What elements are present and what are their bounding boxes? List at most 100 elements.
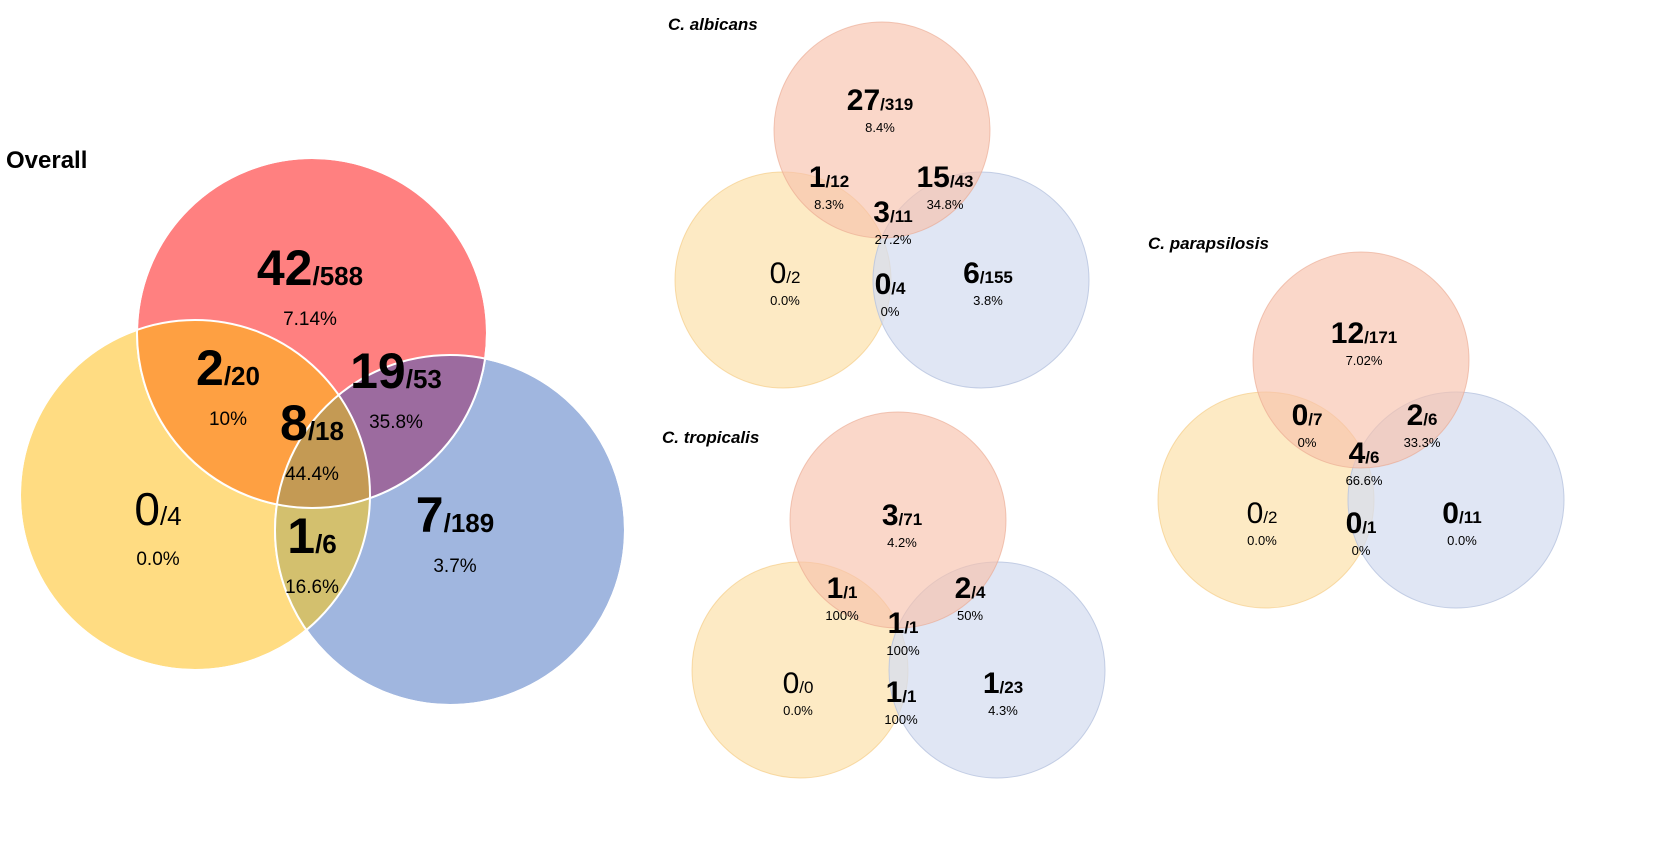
- venn-circles-parapsilosis: [1157, 251, 1565, 609]
- count-label-parapsilosis-ab: 0/7: [1292, 399, 1323, 432]
- count-numerator: 15: [916, 161, 949, 194]
- count-label-overall-bc: 1/6: [287, 508, 337, 564]
- count-denominator: /588: [313, 261, 364, 291]
- count-label-tropicalis-ac: 2/4: [955, 572, 986, 605]
- count-denominator: /4: [891, 279, 906, 298]
- percent-label-parapsilosis-bc: 0%: [1352, 543, 1371, 558]
- count-label-parapsilosis-b: 0/2: [1247, 497, 1278, 530]
- count-label-parapsilosis-abc: 4/6: [1349, 437, 1380, 470]
- diagram-title-overall: Overall: [6, 147, 87, 174]
- count-denominator: /6: [315, 529, 337, 559]
- count-label-albicans-b: 0/2: [770, 257, 801, 290]
- venn-circles-overall: [19, 157, 626, 706]
- percent-label-overall-b: 0.0%: [136, 549, 179, 570]
- count-label-overall-a: 42/588: [257, 240, 363, 296]
- count-numerator: 27: [847, 84, 880, 117]
- percent-label-tropicalis-ab: 100%: [825, 608, 859, 623]
- count-numerator: 1: [809, 161, 826, 194]
- venn-circles-albicans: [674, 21, 1090, 389]
- count-numerator: 7: [416, 487, 444, 543]
- count-label-overall-ab: 2/20: [196, 340, 260, 396]
- count-label-tropicalis-c: 1/23: [983, 667, 1023, 700]
- percent-label-albicans-a: 8.4%: [865, 120, 895, 135]
- count-denominator: /7: [1308, 410, 1322, 429]
- percent-label-tropicalis-bc: 100%: [884, 712, 918, 727]
- count-denominator: /18: [308, 416, 344, 446]
- count-denominator: /0: [799, 678, 813, 697]
- percent-label-overall-c: 3.7%: [433, 556, 476, 577]
- venn-labels-parapsilosis: 12/171 7.02% 0/2 0.0% 0/11 0.0% 0/7 0% 2/6 33.3% 0…: [1247, 317, 1482, 558]
- count-numerator: 0: [875, 268, 892, 301]
- percent-label-tropicalis-abc: 100%: [886, 643, 920, 658]
- count-label-parapsilosis-ac: 2/6: [1407, 399, 1438, 432]
- percent-label-parapsilosis-b: 0.0%: [1247, 533, 1277, 548]
- count-numerator: 0: [1346, 507, 1363, 540]
- count-label-albicans-abc: 3/11: [873, 196, 912, 229]
- percent-label-overall-ab: 10%: [209, 409, 247, 430]
- count-denominator: /319: [880, 95, 913, 114]
- percent-label-parapsilosis-a: 7.02%: [1346, 353, 1383, 368]
- percent-label-tropicalis-c: 4.3%: [988, 703, 1018, 718]
- count-denominator: /1: [843, 583, 857, 602]
- count-label-parapsilosis-c: 0/11: [1442, 497, 1481, 530]
- count-denominator: /4: [971, 583, 986, 602]
- count-numerator: 0: [783, 667, 800, 700]
- count-denominator: /4: [160, 501, 182, 531]
- percent-label-albicans-bc: 0%: [881, 304, 900, 319]
- circle-a-red: [1252, 251, 1470, 469]
- count-denominator: /12: [826, 172, 850, 191]
- venn-labels-tropicalis: 3/714.2%0/00.0%1/234.3%1/1100%2/450%1/11…: [783, 499, 1024, 727]
- venn-labels-overall: 42/588 7.14% 0/4 0.0% 7/189 3.7% 2/20 10% 19/53 3…: [134, 240, 494, 598]
- count-label-albicans-c: 6/155: [963, 257, 1013, 290]
- count-label-albicans-ac: 15/43: [916, 161, 973, 194]
- count-numerator: 6: [963, 257, 980, 290]
- count-numerator: 0: [1247, 497, 1264, 530]
- count-denominator: /43: [950, 172, 974, 191]
- count-label-overall-abc: 8/18: [280, 395, 344, 451]
- venn-albicans: C. albicans 27/3198.4%0/20.0%6/1553.8%1/…: [668, 15, 1090, 389]
- venn-overall: Overall: [6, 147, 626, 706]
- count-numerator: 2: [1407, 399, 1424, 432]
- count-denominator: /171: [1364, 328, 1397, 347]
- count-numerator: 2: [196, 340, 224, 396]
- venn-labels-albicans: 27/3198.4%0/20.0%6/1553.8%1/128.3%15/433…: [770, 84, 1013, 319]
- count-label-overall-ac: 19/53: [350, 343, 442, 399]
- venn-circles-tropicalis: [691, 411, 1106, 779]
- diagram-title-parapsilosis: C. parapsilosis: [1148, 234, 1269, 253]
- venn-parapsilosis: C. parapsilosis 12/171 7.02% 0/2 0.0% 0/11 0.…: [1148, 234, 1565, 609]
- count-label-tropicalis-bc: 1/1: [886, 676, 917, 709]
- count-denominator: /53: [406, 364, 442, 394]
- count-label-overall-c: 7/189: [416, 487, 494, 543]
- count-numerator: 1: [888, 607, 905, 640]
- count-numerator: 2: [955, 572, 972, 605]
- count-label-overall-b: 0/4: [134, 483, 181, 535]
- percent-label-overall-a: 7.14%: [283, 309, 337, 330]
- count-numerator: 1: [827, 572, 844, 605]
- diagram-title-albicans: C. albicans: [668, 15, 758, 34]
- circle-a-red: [773, 21, 991, 239]
- count-label-tropicalis-b: 0/0: [783, 667, 814, 700]
- percent-label-albicans-ac: 34.8%: [927, 197, 964, 212]
- count-numerator: 12: [1331, 317, 1364, 350]
- percent-label-albicans-c: 3.8%: [973, 293, 1003, 308]
- percent-label-overall-ac: 35.8%: [369, 412, 423, 433]
- count-label-tropicalis-ab: 1/1: [827, 572, 858, 605]
- count-denominator: /71: [899, 510, 923, 529]
- count-label-albicans-ab: 1/12: [809, 161, 849, 194]
- percent-label-overall-abc: 44.4%: [285, 464, 339, 485]
- count-denominator: /2: [786, 268, 800, 287]
- count-label-tropicalis-a: 3/71: [882, 499, 922, 532]
- percent-label-parapsilosis-abc: 66.6%: [1346, 473, 1383, 488]
- count-numerator: 0: [134, 483, 160, 535]
- count-numerator: 1: [886, 676, 903, 709]
- count-denominator: /6: [1423, 410, 1437, 429]
- count-denominator: /1: [904, 618, 918, 637]
- count-label-albicans-bc: 0/4: [875, 268, 906, 301]
- count-numerator: 3: [873, 196, 890, 229]
- count-denominator: /23: [1000, 678, 1024, 697]
- count-numerator: 0: [1442, 497, 1459, 530]
- percent-label-parapsilosis-ab: 0%: [1298, 435, 1317, 450]
- count-numerator: 42: [257, 240, 313, 296]
